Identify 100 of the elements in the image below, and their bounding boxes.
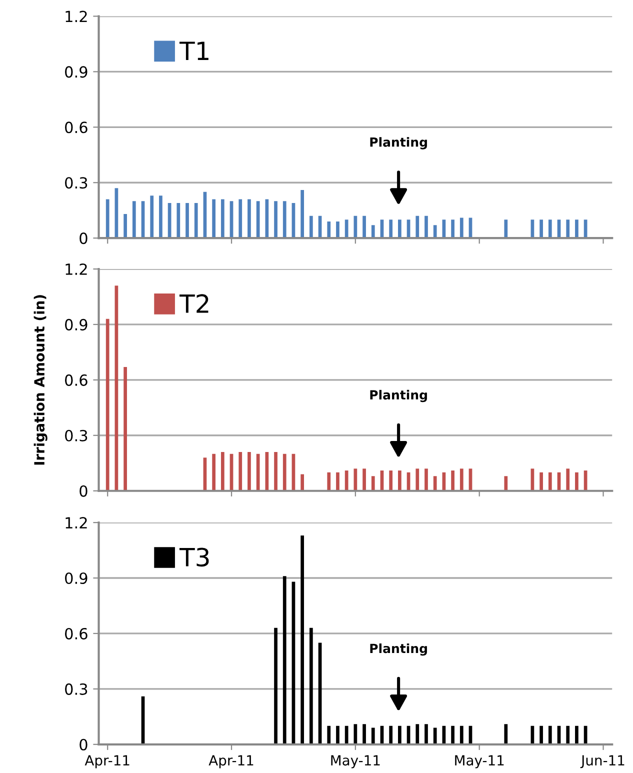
bar (424, 468, 428, 491)
y-tick-label: 0.3 (65, 683, 88, 695)
bar (566, 468, 570, 491)
bar (248, 452, 251, 491)
bar (362, 468, 366, 491)
bar (460, 468, 464, 491)
bar (132, 201, 136, 238)
bar (309, 628, 313, 744)
bar (150, 196, 154, 238)
y-tick-label: 0.6 (65, 628, 88, 640)
bar (212, 454, 216, 491)
bar (362, 724, 366, 744)
bar (309, 216, 313, 238)
bar (220, 452, 224, 491)
bar (106, 199, 110, 238)
bar (566, 726, 570, 744)
bar (282, 454, 286, 491)
bar (274, 452, 278, 491)
bar (354, 724, 358, 744)
bar (566, 220, 570, 238)
bar (398, 470, 402, 491)
y-tick-label: 0.3 (65, 430, 88, 442)
bar (362, 216, 366, 238)
bar (371, 476, 375, 491)
bar (416, 724, 420, 744)
bar (416, 216, 420, 238)
bar (176, 202, 180, 238)
y-tick-label: 0.9 (65, 66, 88, 78)
bar (300, 535, 304, 744)
bar (354, 216, 358, 238)
bar (451, 726, 454, 744)
bar (504, 724, 508, 744)
annotation: Planting (370, 643, 427, 656)
x-tick-label: May-11 (331, 755, 380, 768)
y-tick-label: 0 (80, 485, 88, 497)
bar (504, 476, 508, 491)
x-tick-label: Apr-11 (208, 755, 254, 768)
bar (389, 470, 393, 491)
y-axis-title: Irrigation Amount (in) (34, 295, 48, 465)
bar (433, 225, 437, 238)
bar (575, 726, 578, 744)
bar (327, 726, 331, 744)
bar (159, 196, 162, 238)
bar (300, 190, 304, 238)
y-tick-label: 1.2 (66, 10, 87, 22)
bar (460, 726, 464, 744)
bar (451, 220, 454, 238)
bar (548, 472, 552, 491)
bar (300, 474, 304, 491)
bar (416, 468, 420, 491)
y-tick-label: 0 (80, 738, 88, 750)
bar (575, 220, 578, 238)
bar (504, 220, 508, 238)
bar (451, 470, 454, 491)
x-tick-label: Jun-11 (580, 755, 624, 768)
annotation: Planting (370, 137, 427, 150)
x-tick-label: May-11 (455, 755, 504, 768)
legend-label: T1 (179, 42, 208, 60)
bar (433, 476, 437, 491)
bar (248, 199, 251, 238)
y-tick-label: 0 (80, 232, 88, 244)
bar (575, 472, 578, 491)
bar (265, 452, 269, 491)
bar (282, 201, 286, 238)
bar (371, 225, 375, 238)
bar (540, 472, 543, 491)
y-tick-label: 0.3 (65, 177, 88, 189)
bar (540, 726, 543, 744)
bar (460, 218, 464, 238)
y-tick-label: 0.6 (65, 122, 88, 134)
bar (327, 221, 331, 238)
bar (274, 628, 278, 744)
annotation: Planting (370, 390, 427, 402)
bar (398, 220, 402, 238)
bar (327, 472, 331, 491)
bar (265, 199, 269, 238)
bar (344, 220, 348, 238)
bar (194, 202, 198, 238)
bar (336, 472, 340, 491)
y-tick-label: 0.6 (65, 374, 88, 386)
bar (424, 216, 428, 238)
bar (371, 728, 375, 744)
bar (336, 726, 340, 744)
y-tick-label: 0.9 (65, 318, 88, 330)
bar (106, 318, 110, 491)
bar (212, 199, 216, 238)
bar (344, 470, 348, 491)
legend-label: T2 (179, 294, 208, 313)
y-tick-label: 1.2 (66, 517, 87, 528)
bar (548, 726, 552, 744)
bar (238, 199, 242, 238)
y-tick-label: 1.2 (66, 263, 87, 275)
bar (389, 220, 393, 238)
bar (238, 452, 242, 491)
bar (433, 728, 437, 744)
bar (424, 724, 428, 744)
bar (398, 726, 402, 744)
bar (540, 220, 543, 238)
bar (548, 220, 552, 238)
bar (124, 214, 127, 238)
